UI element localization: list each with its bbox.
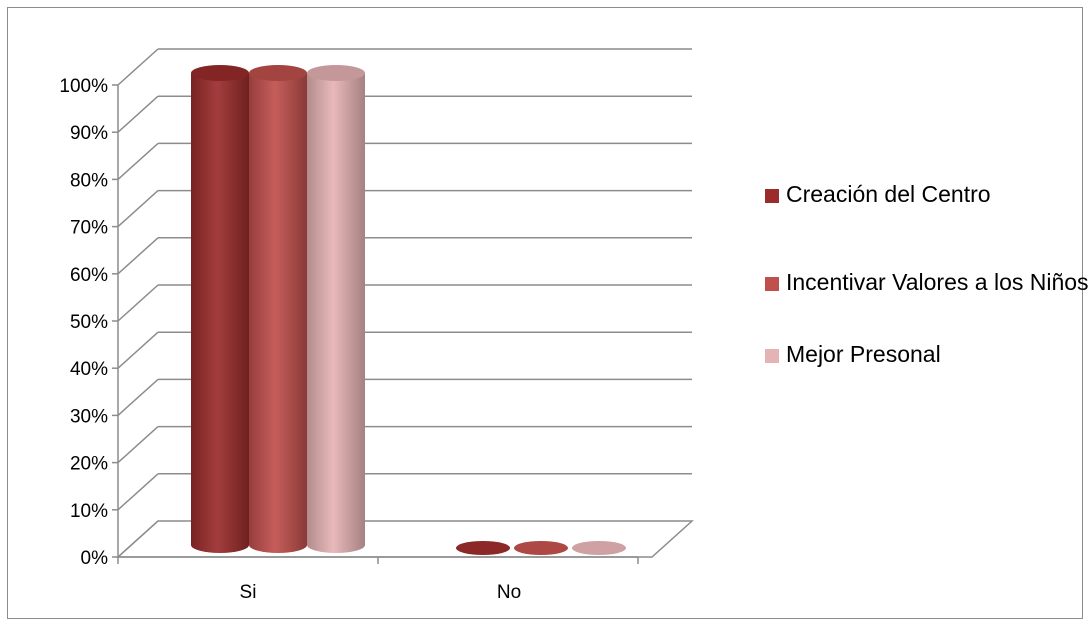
- bar: [249, 65, 307, 553]
- bar-body: [191, 73, 249, 553]
- legend-item: Incentivar Valores a los Niños: [760, 268, 1091, 296]
- y-tick-label: 30%: [70, 406, 108, 427]
- legend-swatch: [765, 189, 779, 203]
- legend-item: Mejor Presonal: [760, 340, 1091, 368]
- y-tick-label: 50%: [70, 312, 108, 333]
- legend-item: Creación del Centro: [760, 180, 1091, 208]
- bar-top: [249, 65, 307, 81]
- gridline-depth: [117, 95, 159, 133]
- legend-swatch: [765, 277, 779, 291]
- gridline-depth: [117, 48, 159, 86]
- gridline-depth: [117, 190, 159, 228]
- y-tick-label: 20%: [70, 454, 108, 475]
- legend-swatch: [765, 349, 779, 363]
- bar: [514, 541, 568, 555]
- bar-top: [572, 541, 626, 555]
- y-tick-label: 90%: [70, 123, 108, 144]
- gridline-depth: [117, 473, 159, 511]
- x-axis-category-labels: Si No: [240, 582, 522, 603]
- y-tick-label: 40%: [70, 359, 108, 380]
- gridline-depth: [117, 331, 159, 369]
- bar-top: [514, 541, 568, 555]
- bar-body: [307, 73, 365, 553]
- bar-series: [191, 65, 626, 555]
- legend-label: Mejor Presonal: [786, 341, 941, 367]
- y-tick-label: 80%: [70, 170, 108, 191]
- chart-frame: 0% 10% 20% 30% 40% 50% 60% 70% 80% 90% 100% Si No C…: [7, 7, 1089, 619]
- y-axis-tick-labels: 0% 10% 20% 30% 40% 50% 60% 70% 80% 90% 100%: [59, 76, 108, 569]
- y-tick-label: 60%: [70, 265, 108, 286]
- gridline-depth: [117, 237, 159, 275]
- bar-top: [456, 541, 510, 555]
- bar: [572, 541, 626, 555]
- y-tick-label: 100%: [59, 76, 108, 97]
- bar: [191, 65, 249, 553]
- gridline-depth: [117, 426, 159, 464]
- legend-label: Incentivar Valores a los Niños: [786, 269, 1089, 295]
- chart-floor: [116, 520, 694, 564]
- legend-label: Creación del Centro: [786, 181, 991, 207]
- gridline-depth: [117, 142, 159, 180]
- x-category-label: Si: [240, 582, 257, 603]
- gridline-depth: [117, 284, 159, 322]
- x-category-label: No: [497, 582, 521, 603]
- legend: Creación del Centro Incentivar Valores a…: [760, 180, 1091, 368]
- y-tick-label: 10%: [70, 501, 108, 522]
- gridline-depth: [117, 378, 159, 416]
- bar: [456, 541, 510, 555]
- bar-top: [307, 65, 365, 81]
- bar-top: [191, 65, 249, 81]
- chart-plot: 0% 10% 20% 30% 40% 50% 60% 70% 80% 90% 100% Si No: [59, 48, 694, 603]
- bar: [307, 65, 365, 553]
- y-tick-label: 70%: [70, 218, 108, 239]
- y-tick-label: 0%: [81, 548, 109, 569]
- bar-body: [249, 73, 307, 553]
